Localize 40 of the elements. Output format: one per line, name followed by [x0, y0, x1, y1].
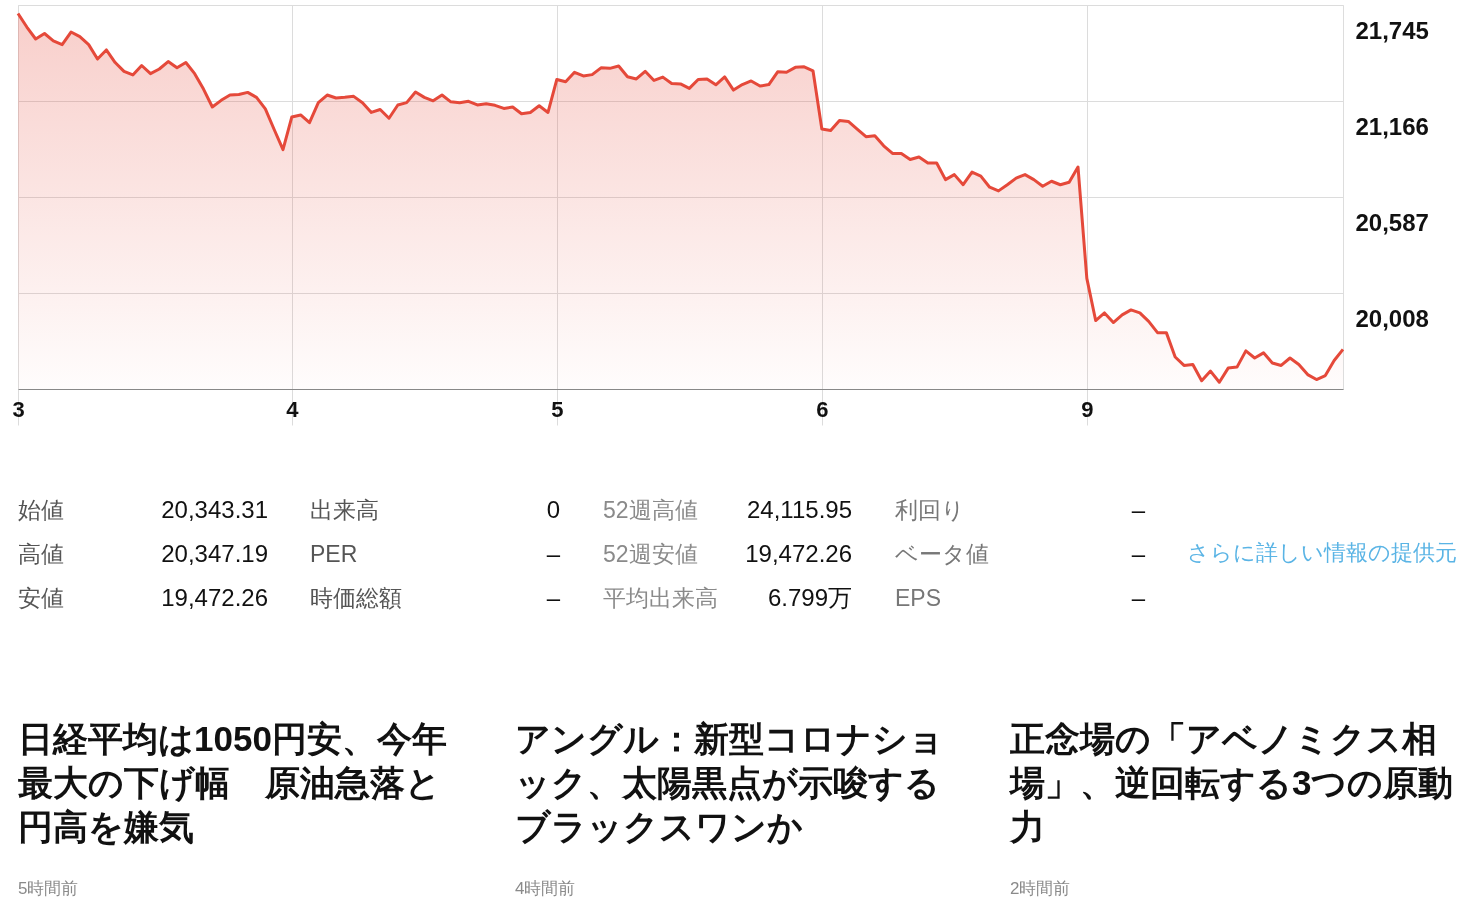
text: 19,472.26 [161, 584, 268, 611]
text: 19,472.26 [745, 540, 852, 567]
y-tick-label: 21,166 [1355, 112, 1429, 140]
text: 安値 [18, 585, 64, 611]
text: 0 [546, 496, 560, 523]
text: 出来高 [310, 497, 379, 523]
text: 平均出来高 [603, 585, 718, 611]
text: さらに詳しい情報の提供元 [1187, 540, 1457, 565]
text: 20,347.19 [161, 540, 268, 567]
text: 52週安値 [603, 541, 698, 567]
y-tick-label: 20,008 [1355, 304, 1429, 332]
text: 5時間前 [18, 879, 79, 898]
text: – [546, 584, 561, 611]
x-tick-label: 6 [816, 396, 829, 422]
text: 始値 [18, 497, 64, 523]
text: 24,115.95 [747, 496, 852, 523]
text: アングル：新型コロナショック、太陽黒点が示唆するブラックスワンか [515, 719, 944, 846]
text: – [546, 540, 561, 567]
text: – [1131, 540, 1146, 567]
text: ベータ値 [895, 541, 989, 567]
text: 高値 [18, 541, 64, 567]
x-tick-label: 9 [1081, 396, 1094, 422]
x-tick-label: 3 [12, 396, 25, 422]
text: EPS [895, 585, 942, 611]
text: 日経平均は1050円安、今年最大の下げ幅 原油急落と円高を嫌気 [18, 719, 447, 846]
text: PER [310, 541, 358, 567]
text: 時価総額 [310, 585, 402, 611]
y-tick-label: 21,745 [1355, 16, 1429, 44]
text: 2時間前 [1010, 879, 1071, 898]
y-tick-label: 20,587 [1355, 208, 1429, 236]
text: 52週高値 [603, 497, 698, 523]
text: 20,343.31 [161, 496, 268, 523]
text: 4時間前 [515, 879, 576, 898]
x-tick-label: 5 [551, 396, 564, 422]
text: – [1131, 584, 1146, 611]
x-tick-label: 4 [286, 396, 300, 422]
text: 利回り [895, 497, 965, 523]
text: 6.799万 [767, 584, 852, 611]
text: 正念場の「アベノミクス相場」、逆回転する3つの原動力 [1008, 719, 1454, 846]
text: – [1131, 496, 1146, 523]
